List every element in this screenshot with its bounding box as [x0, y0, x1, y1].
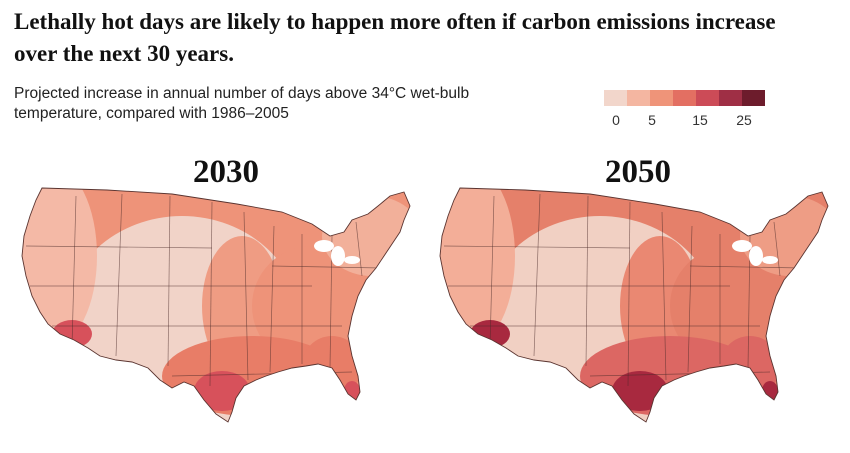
- great-lake-2: [344, 256, 360, 264]
- heat-region-east-3: [252, 246, 372, 366]
- state-border-4: [661, 211, 667, 381]
- state-border-8: [773, 221, 781, 277]
- great-lake-0: [732, 240, 752, 252]
- state-border-2: [167, 195, 171, 367]
- us-map-2030: [21, 187, 411, 423]
- legend-label-25: 25: [736, 112, 752, 128]
- map-fill-layer: [440, 188, 828, 422]
- state-border-3: [209, 201, 213, 387]
- legend-swatch-3: [650, 90, 673, 106]
- great-lake-1: [749, 246, 763, 266]
- legend-swatch-7: [742, 90, 765, 106]
- map-fill-layer: [22, 188, 410, 422]
- heat-region-east-3: [670, 246, 790, 366]
- legend-swatch-4: [673, 90, 696, 106]
- heat-region-hotspot-7: [194, 371, 250, 411]
- great-lake-2: [762, 256, 778, 264]
- chart-subtitle: Projected increase in annual number of d…: [14, 85, 470, 122]
- legend-labels: 0 5 15 25: [604, 112, 774, 132]
- state-border-3: [627, 201, 631, 387]
- us-outline: [439, 187, 829, 423]
- us-map-2050: [439, 187, 829, 423]
- state-border-0: [489, 195, 495, 347]
- great-lake-0: [314, 240, 334, 252]
- legend-label-5: 5: [648, 112, 656, 128]
- state-border-4: [243, 211, 249, 381]
- color-legend: 0 5 15 25: [604, 90, 774, 130]
- state-border-1: [115, 193, 123, 357]
- state-border-9: [25, 245, 213, 249]
- map-year-2050: 2050: [605, 154, 671, 190]
- headline: Lethally hot days are likely to happen m…: [14, 9, 776, 66]
- state-border-0: [71, 195, 77, 347]
- state-border-2: [585, 195, 589, 367]
- state-border-5: [269, 225, 275, 373]
- legend-swatches: [604, 90, 774, 106]
- state-border-13: [271, 265, 385, 269]
- state-border-5: [687, 225, 693, 373]
- legend-swatch-6: [719, 90, 742, 106]
- legend-swatch-2: [627, 90, 650, 106]
- legend-swatch-1: [604, 90, 627, 106]
- legend-swatch-5: [696, 90, 719, 106]
- state-border-13: [689, 265, 803, 269]
- legend-label-0: 0: [612, 112, 620, 128]
- state-border-8: [355, 221, 363, 277]
- legend-label-15: 15: [692, 112, 708, 128]
- heat-region-hotspot-7: [612, 371, 668, 411]
- state-border-9: [443, 245, 631, 249]
- state-border-1: [533, 193, 541, 357]
- great-lake-1: [331, 246, 345, 266]
- map-year-2030: 2030: [193, 154, 259, 190]
- us-outline: [21, 187, 411, 423]
